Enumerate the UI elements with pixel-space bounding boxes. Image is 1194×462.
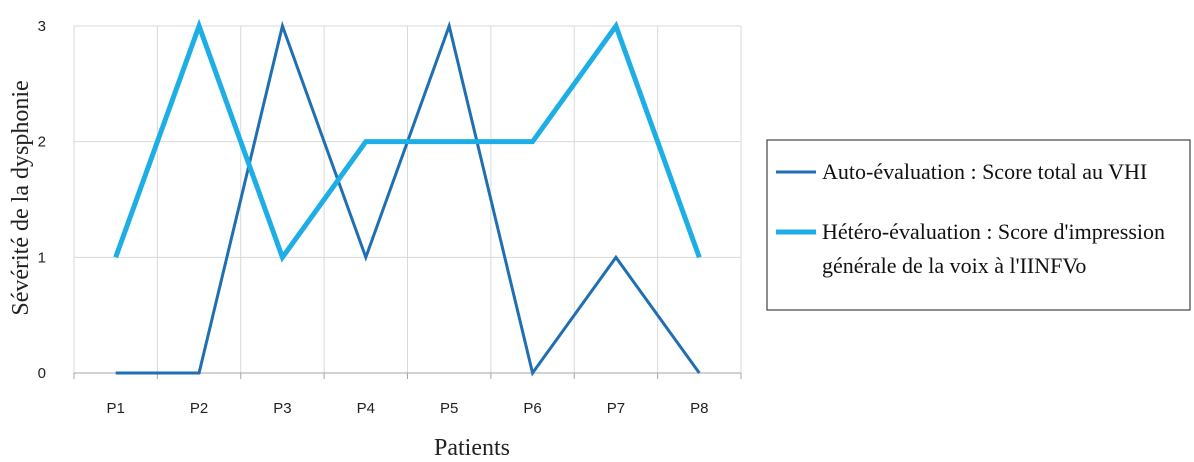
x-tick-label: P2 — [190, 400, 208, 417]
legend-label-auto-evaluation: Auto-évaluation : Score total au VHI — [822, 159, 1147, 184]
x-tick-label: P4 — [357, 400, 375, 417]
legend-box — [766, 139, 1191, 311]
x-tick-label: P3 — [273, 400, 291, 417]
y-axis: 0 1 2 3 — [38, 18, 46, 382]
x-axis-title: Patients — [434, 435, 510, 461]
x-tick-label: P8 — [690, 400, 708, 417]
series-line-hetero-evaluation — [113, 18, 702, 263]
legend-label-hetero-evaluation-line1: Hétéro-évaluation : Score d'impression — [822, 219, 1165, 244]
y-axis-title: Sévérité de la dysphonie — [8, 80, 34, 315]
grid — [73, 25, 742, 379]
y-tick-label: 0 — [38, 365, 46, 382]
y-tick-label: 3 — [38, 18, 46, 35]
x-tick-label: P1 — [107, 400, 125, 417]
x-tick-label: P7 — [607, 400, 625, 417]
y-tick-label: 2 — [38, 134, 46, 151]
legend-label-hetero-evaluation-line2: générale de la voix à l'IINFVo — [822, 253, 1086, 278]
series-lines — [113, 18, 702, 377]
x-axis: P1 P2 P3 P4 P5 P6 P7 P8 — [107, 400, 709, 417]
x-tick-label: P6 — [523, 400, 541, 417]
x-tick-label: P5 — [440, 400, 458, 417]
legend: Auto-évaluation : Score total au VHI Hét… — [766, 139, 1191, 311]
y-tick-label: 1 — [38, 249, 46, 266]
